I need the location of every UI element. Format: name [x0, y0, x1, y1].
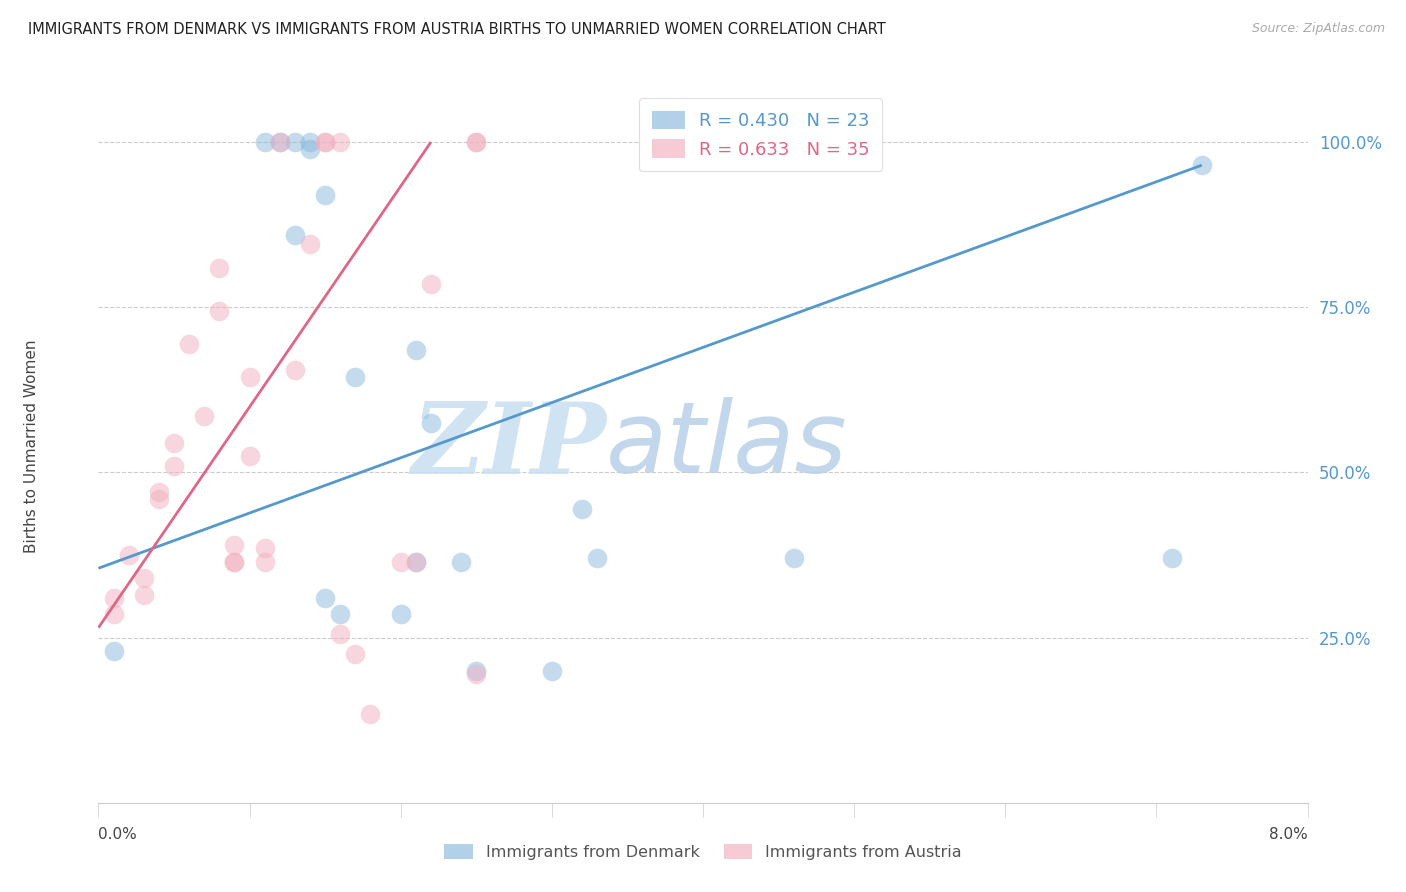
- Point: [132, 588, 155, 602]
- Point: [314, 188, 336, 202]
- Point: [253, 135, 276, 149]
- Point: [314, 135, 336, 149]
- Point: [253, 541, 276, 556]
- Legend: R = 0.430   N = 23, R = 0.633   N = 35: R = 0.430 N = 23, R = 0.633 N = 35: [640, 98, 883, 171]
- Point: [450, 555, 472, 569]
- Point: [571, 501, 593, 516]
- Text: 8.0%: 8.0%: [1268, 827, 1308, 841]
- Point: [208, 260, 231, 275]
- Point: [299, 237, 322, 252]
- Text: IMMIGRANTS FROM DENMARK VS IMMIGRANTS FROM AUSTRIA BIRTHS TO UNMARRIED WOMEN COR: IMMIGRANTS FROM DENMARK VS IMMIGRANTS FR…: [28, 22, 886, 37]
- Point: [103, 607, 125, 622]
- Point: [208, 303, 231, 318]
- Text: Source: ZipAtlas.com: Source: ZipAtlas.com: [1251, 22, 1385, 36]
- Point: [1191, 158, 1213, 172]
- Point: [163, 458, 186, 473]
- Point: [389, 555, 412, 569]
- Point: [360, 706, 382, 721]
- Point: [284, 363, 307, 377]
- Point: [329, 135, 352, 149]
- Point: [541, 664, 564, 678]
- Point: [420, 277, 443, 292]
- Point: [224, 555, 246, 569]
- Point: [586, 551, 609, 566]
- Text: Births to Unmarried Women: Births to Unmarried Women: [24, 339, 39, 553]
- Point: [269, 135, 291, 149]
- Point: [269, 135, 291, 149]
- Point: [405, 555, 427, 569]
- Point: [465, 135, 488, 149]
- Point: [103, 591, 125, 605]
- Point: [179, 336, 201, 351]
- Legend: Immigrants from Denmark, Immigrants from Austria: Immigrants from Denmark, Immigrants from…: [436, 836, 970, 868]
- Point: [163, 435, 186, 450]
- Point: [118, 548, 141, 562]
- Point: [299, 135, 322, 149]
- Point: [465, 667, 488, 681]
- Point: [284, 227, 307, 242]
- Point: [465, 135, 488, 149]
- Text: atlas: atlas: [606, 398, 848, 494]
- Point: [148, 491, 170, 506]
- Point: [193, 409, 215, 424]
- Point: [314, 591, 336, 605]
- Point: [420, 416, 443, 430]
- Point: [314, 135, 336, 149]
- Point: [239, 369, 262, 384]
- Point: [253, 555, 276, 569]
- Point: [132, 571, 155, 585]
- Point: [1160, 551, 1182, 566]
- Point: [299, 142, 322, 156]
- Text: 0.0%: 0.0%: [98, 827, 138, 841]
- Point: [405, 555, 427, 569]
- Point: [148, 485, 170, 500]
- Point: [329, 627, 352, 641]
- Point: [224, 538, 246, 552]
- Point: [344, 647, 367, 661]
- Point: [284, 135, 307, 149]
- Point: [344, 369, 367, 384]
- Point: [224, 555, 246, 569]
- Point: [783, 551, 806, 566]
- Point: [239, 449, 262, 463]
- Point: [405, 343, 427, 358]
- Point: [103, 644, 125, 658]
- Point: [329, 607, 352, 622]
- Point: [389, 607, 412, 622]
- Point: [465, 664, 488, 678]
- Text: ZIP: ZIP: [412, 398, 606, 494]
